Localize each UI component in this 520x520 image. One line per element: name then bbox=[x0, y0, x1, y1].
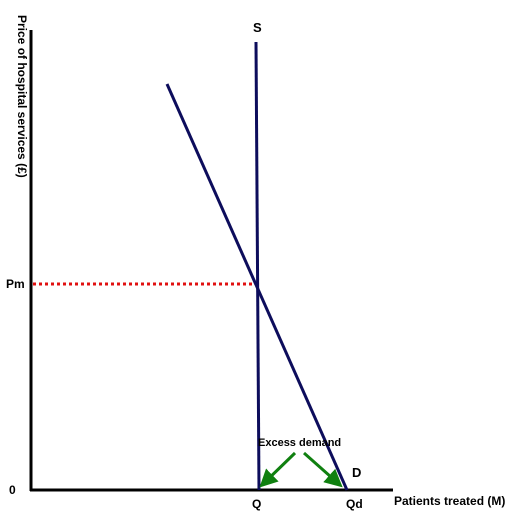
excess-demand-arrow-left bbox=[259, 451, 297, 488]
excess-demand-arrow-right bbox=[303, 451, 343, 488]
supply-label: S bbox=[253, 20, 262, 35]
origin-label: 0 bbox=[9, 483, 16, 497]
x-axis-title: Patients treated (M) bbox=[394, 494, 505, 508]
demand-curve bbox=[165, 83, 349, 491]
demand-label: D bbox=[352, 465, 361, 480]
price-label: Pm bbox=[6, 277, 25, 291]
y-axis-title: Price of hospital services (£) bbox=[15, 15, 29, 178]
excess-demand-annotation: Excess demand bbox=[258, 437, 341, 449]
quantity-demanded-label: Qd bbox=[346, 497, 363, 511]
supply-curve bbox=[254, 41, 261, 491]
quantity-supplied-label: Q bbox=[252, 497, 261, 511]
